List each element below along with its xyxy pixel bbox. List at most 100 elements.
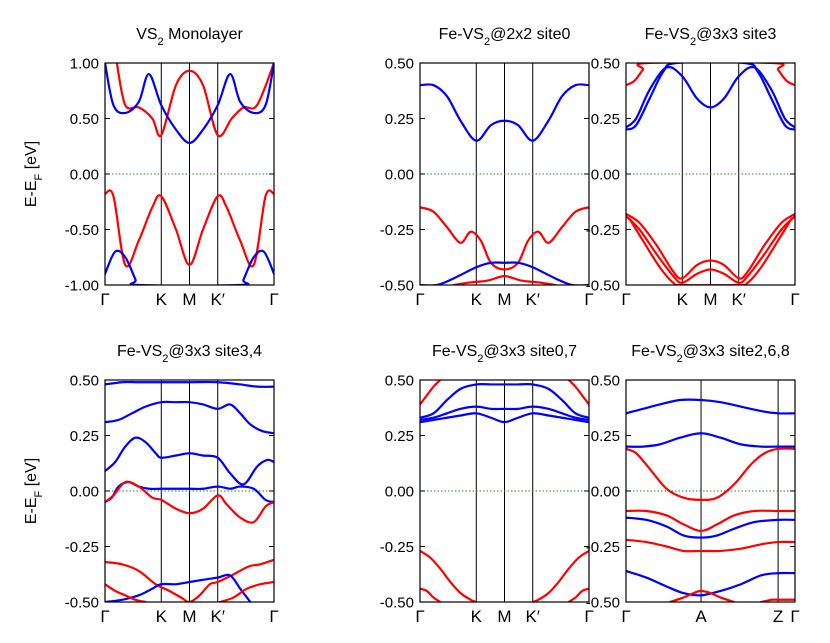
x-tick-label: Γ — [415, 607, 424, 626]
band-line-1 — [626, 398, 795, 415]
band-series-group — [420, 83, 589, 285]
x-tick-label: K′ — [525, 607, 540, 626]
y-tick-label: 0.50 — [385, 56, 414, 73]
x-tick-label: M — [703, 290, 717, 309]
band-line-5 — [567, 380, 589, 406]
band-series-group — [105, 380, 274, 602]
y-tick-label: 0.50 — [70, 111, 99, 128]
panel-title: Fe-VS2@3x3 site2,6,8 — [631, 343, 790, 365]
y-tick-label: -0.25 — [380, 539, 414, 556]
band-line-4 — [420, 380, 442, 406]
x-tick-label: Γ — [415, 290, 424, 309]
y-tick-label: -0.25 — [586, 222, 620, 239]
y-tick-label: 0.00 — [385, 167, 414, 184]
y-tick-label: 0.25 — [385, 111, 414, 128]
panel-title: Fe-VS2@3x3 site0,7 — [432, 343, 577, 365]
panel-1: VS2 Monolayer E-EF [eV] -1.00 -0.50 0.00 0.50… — [23, 26, 279, 309]
x-tick-label: K′ — [731, 290, 746, 309]
band-line-3 — [420, 261, 589, 285]
y-tick-label: 1.00 — [70, 56, 99, 73]
y-tick-label: 0.00 — [591, 484, 620, 501]
band-line-2 — [626, 63, 795, 131]
x-tick-label: K — [471, 290, 483, 309]
band-line-4 — [626, 212, 795, 280]
y-tick-label: -0.25 — [65, 539, 99, 556]
band-series-group — [626, 398, 795, 602]
band-line-6 — [626, 538, 795, 553]
x-tick-label: M — [182, 607, 196, 626]
y-tick-label: 0.25 — [385, 428, 414, 445]
y-tick-label: 0.25 — [591, 428, 620, 445]
band-line-5 — [105, 480, 274, 524]
y-tick-label: 0.50 — [591, 373, 620, 390]
band-line-3 — [105, 189, 274, 268]
band-line-2 — [420, 206, 589, 271]
band-line-6 — [420, 549, 478, 602]
band-line-3 — [626, 63, 795, 87]
y-tick-label: -0.25 — [586, 539, 620, 556]
band-line-6 — [628, 217, 793, 285]
y-tick-label: 0.00 — [70, 167, 99, 184]
x-tick-label: K — [156, 290, 168, 309]
panel-title: Fe-VS2@3x3 site3 — [645, 26, 777, 48]
band-line-4 — [626, 509, 795, 533]
x-tick-label: M — [182, 290, 196, 309]
panel-title: Fe-VS2@3x3 site3,4 — [117, 343, 262, 365]
band-line-5 — [626, 516, 795, 539]
x-tick-label: Γ — [269, 290, 278, 309]
band-line-3 — [420, 412, 589, 424]
band-line-7 — [531, 549, 589, 602]
x-tick-label: K — [471, 607, 483, 626]
band-line-1 — [420, 83, 589, 142]
panel-title: Fe-VS2@2x2 site0 — [439, 26, 571, 48]
x-tick-label: K′ — [210, 607, 225, 626]
panel-3: Fe-VS2@3x3 site3 -0.50 -0.25 0.00 0.25 0.50 Γ K… — [586, 26, 800, 309]
band-line-6 — [105, 558, 274, 602]
x-tick-label: Γ — [100, 607, 109, 626]
y-tick-label: 0.50 — [591, 56, 620, 73]
y-tick-label: -0.50 — [380, 278, 414, 295]
x-tick-label: Γ — [790, 607, 799, 626]
y-tick-label: -0.50 — [65, 222, 99, 239]
x-tick-label: Z — [773, 607, 783, 626]
y-tick-label: 0.00 — [591, 167, 620, 184]
band-line-9 — [567, 587, 589, 602]
y-tick-label: -0.50 — [380, 595, 414, 612]
band-line-2 — [105, 400, 274, 435]
band-line-3 — [626, 447, 795, 501]
y-tick-label: 0.00 — [70, 484, 99, 501]
band-series-group — [420, 380, 589, 602]
panel-4: Fe-VS2@3x3 site3,4 E-EF [eV] -0.50 -0.25 0.0… — [23, 343, 279, 626]
y-tick-label: -1.00 — [65, 278, 99, 295]
panel-6: Fe-VS2@3x3 site2,6,8 -0.50 -0.25 0.00 0.25 0.… — [586, 343, 800, 626]
x-tick-label: Γ — [621, 290, 630, 309]
y-tick-label: -0.25 — [380, 222, 414, 239]
band-line-2 — [626, 432, 795, 448]
x-tick-label: Γ — [790, 290, 799, 309]
x-tick-label: K′ — [525, 290, 540, 309]
y-tick-label: 0.00 — [385, 484, 414, 501]
band-line-8 — [668, 589, 736, 602]
band-line-8 — [105, 583, 147, 602]
y-tick-label: -0.50 — [586, 595, 620, 612]
band-line-7 — [105, 573, 252, 602]
x-tick-label: Γ — [100, 290, 109, 309]
band-line-4 — [452, 275, 557, 285]
band-line-2 — [105, 63, 274, 145]
x-tick-label: Γ — [584, 290, 593, 309]
y-axis-label: E-EF [eV] — [23, 141, 45, 207]
y-tick-label: 0.50 — [385, 373, 414, 390]
y-tick-label: -0.50 — [586, 278, 620, 295]
band-line-1 — [626, 65, 795, 129]
panel-2: Fe-VS2@2x2 site0 -0.50 -0.25 0.00 0.25 0.50 Γ K… — [380, 26, 594, 309]
y-tick-label: -0.50 — [65, 595, 99, 612]
band-series-group — [626, 63, 795, 285]
y-tick-label: 0.50 — [70, 373, 99, 390]
band-line-4 — [105, 249, 274, 285]
x-tick-label: K — [156, 607, 168, 626]
y-axis-label: E-EF [eV] — [23, 458, 45, 524]
y-tick-label: 0.25 — [591, 111, 620, 128]
x-tick-label: Γ — [269, 607, 278, 626]
x-tick-label: A — [695, 607, 707, 626]
